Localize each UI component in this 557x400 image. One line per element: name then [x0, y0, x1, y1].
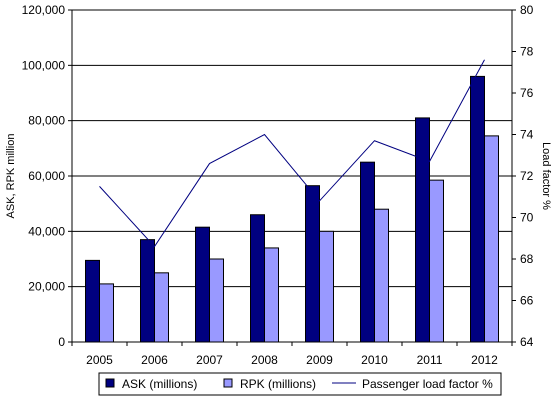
load-factor-line: [99, 59, 485, 248]
y2-tick-label: 68: [520, 252, 534, 266]
y2-tick-label: 80: [520, 3, 534, 17]
y2-axis-ticks: 64 66 68 70 72 74 76 78 80: [512, 3, 534, 349]
y-tick-label: 80,000: [28, 114, 65, 128]
x-tick-label: 2007: [196, 353, 223, 367]
bar-ask-2011: [415, 117, 430, 343]
y-axis-ticks: 0 20,000 40,000 60,000 80,000 100,000 120,000: [22, 3, 72, 349]
bar-rpk-2005: [99, 283, 114, 343]
bar-ask-2010: [360, 161, 375, 343]
y2-tick-label: 78: [520, 45, 534, 59]
legend-swatch-rpk: [223, 378, 233, 388]
y-tick-label: 120,000: [22, 3, 66, 17]
y-tick-label: 0: [58, 335, 65, 349]
y2-tick-label: 76: [520, 86, 534, 100]
legend-swatch-ask: [105, 378, 115, 388]
bar-rpk-2010: [374, 208, 389, 343]
bar-rpk-2006: [154, 272, 169, 343]
legend-label-load-factor: Passenger load factor %: [362, 377, 493, 391]
y-tick-label: 40,000: [28, 224, 65, 238]
x-tick-label: 2006: [141, 353, 168, 367]
legend-label-rpk: RPK (millions): [240, 377, 316, 391]
y2-tick-label: 64: [520, 335, 534, 349]
bar-rpk-2007: [209, 258, 224, 343]
y-tick-label: 20,000: [28, 280, 65, 294]
bar-ask-2012: [470, 75, 485, 343]
x-tick-label: 2011: [417, 353, 443, 367]
bar-rpk-2008: [264, 247, 279, 343]
x-tick-label: 2009: [306, 353, 333, 367]
bars: [85, 75, 499, 343]
bar-ask-2008: [250, 214, 265, 343]
bar-rpk-2012: [484, 135, 499, 343]
y-tick-label: 60,000: [28, 169, 65, 183]
bar-rpk-2009: [319, 230, 334, 343]
y2-tick-label: 70: [520, 211, 534, 225]
bar-rpk-2011: [429, 179, 444, 343]
bar-ask-2007: [195, 226, 210, 343]
y-tick-label: 100,000: [22, 58, 66, 72]
x-tick-label: 2005: [86, 353, 113, 367]
legend-box: [98, 372, 502, 396]
y2-axis-label: Load factor %: [540, 142, 552, 210]
legend-label-ask: ASK (millions): [122, 377, 197, 391]
bar-ask-2006: [140, 239, 155, 343]
y2-tick-label: 74: [520, 128, 534, 142]
gridlines: [72, 64, 512, 288]
x-tick-label: 2008: [251, 353, 278, 367]
bar-ask-2009: [305, 185, 320, 343]
bar-ask-2005: [85, 259, 100, 343]
legend: ASK (millions) RPK (millions) Passenger …: [98, 372, 502, 396]
x-axis-ticks: 2005 2006 2007 2008 2009 2010 2011 2012: [71, 342, 513, 367]
y-axis-label: ASK, RPK million: [5, 134, 17, 219]
y2-tick-label: 72: [520, 169, 534, 183]
line-series: [99, 59, 485, 248]
x-tick-label: 2010: [361, 353, 388, 367]
y2-tick-label: 66: [520, 294, 534, 308]
x-tick-label: 2012: [471, 353, 498, 367]
